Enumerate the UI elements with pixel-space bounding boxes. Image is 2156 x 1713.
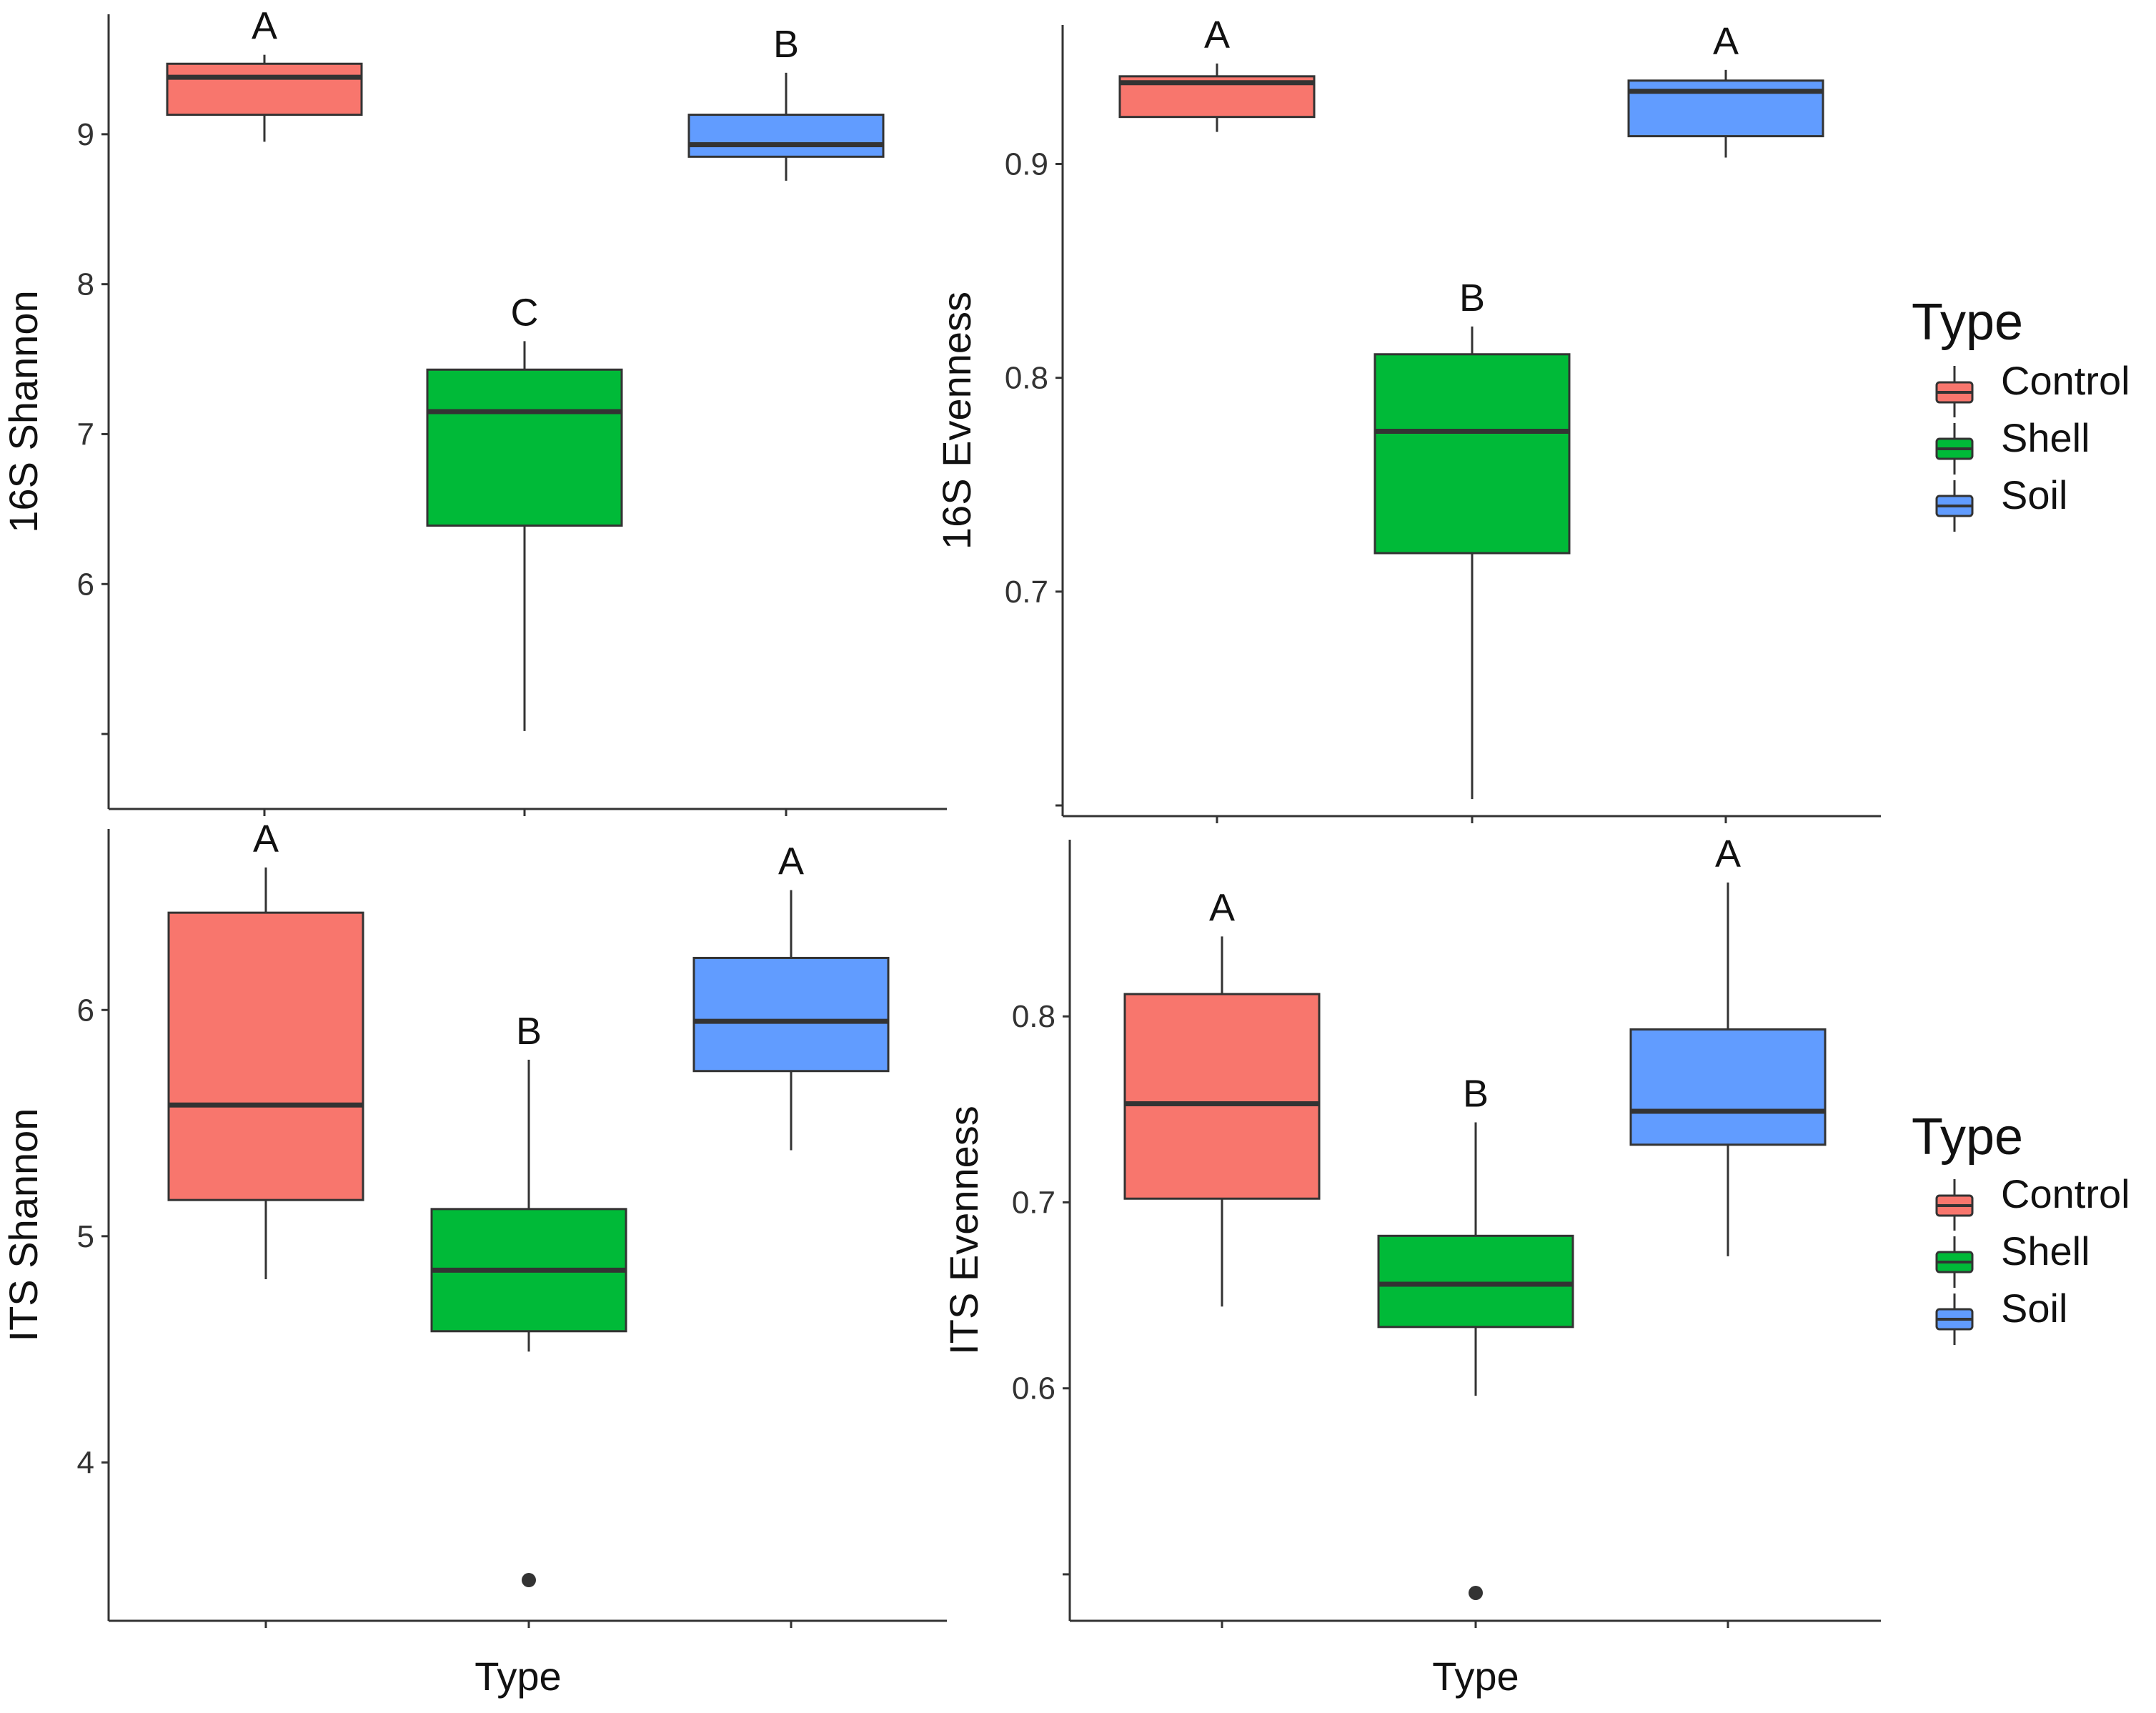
panel-16s-shannon: 6 7 8 9 16S Shannon A C B [1,5,947,816]
legend-title: Type [1912,294,2023,351]
x-axis-title-right: Type [1432,1654,1519,1699]
y-tick-label: 0.7 [1012,1185,1055,1220]
box-control: A [1118,14,1316,132]
y-tick-label: 0.8 [1005,361,1048,396]
legend-title: Type [1912,1108,2023,1166]
legend-label-soil: Soil [2001,1286,2067,1331]
box-soil: A [1627,20,1824,158]
significance-letter: A [1713,20,1739,63]
y-tick-label: 0.7 [1005,575,1048,610]
y-tick-label: 5 [77,1219,94,1254]
significance-letter: B [773,23,799,66]
y-tick-label: 9 [77,117,94,152]
y-tick-label: 0.6 [1012,1371,1055,1406]
significance-letter: A [252,5,277,48]
y-tick-label: 6 [77,567,94,602]
box-soil: B [687,23,885,181]
legend-top: Type Control Shell Soil [1912,294,2130,532]
box-iqr [1123,993,1321,1200]
legend-label-shell: Shell [2001,1228,2090,1273]
significance-letter: A [1715,833,1741,875]
box-iqr [167,911,364,1201]
legend-label-shell: Shell [2001,415,2090,460]
box-control: A [1123,886,1321,1307]
y-tick-label: 6 [77,993,94,1028]
panel-its-evenness: 0.6 0.7 0.8 ITS Evenness A B A [941,833,1881,1628]
box-iqr [166,62,363,116]
y-tick-label: 0.9 [1005,147,1048,182]
box-iqr [1377,1234,1574,1329]
y-tick-label: 0.8 [1012,999,1055,1034]
significance-letter: A [1204,14,1230,56]
legend-item-soil: Soil [1935,1286,2067,1345]
panel-16s-evenness: 0.7 0.8 0.9 16S Evenness A B A [934,14,1881,823]
legend-label-control: Control [2001,1171,2130,1216]
y-tick-label: 8 [77,267,94,302]
legend-item-soil: Soil [1935,472,2067,532]
legend-item-shell: Shell [1935,1228,2090,1288]
significance-letter: B [1463,1073,1489,1116]
box-control: A [167,818,364,1279]
y-tick-label: 7 [77,417,94,452]
box-shell: B [1373,277,1571,800]
legend-item-control: Control [1935,358,2130,417]
box-soil: A [1629,833,1827,1256]
y-axis-title: ITS Evenness [941,1106,986,1355]
legend-label-soil: Soil [2001,472,2067,517]
outlier-point [1469,1585,1483,1600]
significance-letter: A [253,818,279,860]
y-axis-title: 16S Evenness [934,292,979,550]
box-iqr [1629,1028,1827,1146]
legend-bottom: Type Control Shell Soil [1912,1108,2130,1345]
outlier-point [522,1573,536,1588]
box-iqr [687,114,885,158]
box-shell: B [1377,1073,1574,1600]
significance-letter: A [778,840,804,883]
box-iqr [426,368,623,527]
box-control: A [166,5,363,142]
box-shell: C [426,291,623,731]
legend-item-shell: Shell [1935,415,2090,475]
significance-letter: C [511,291,539,334]
box-soil: A [692,840,890,1151]
y-axis-title: ITS Shannon [1,1108,46,1342]
y-axis-title: 16S Shannon [1,290,46,532]
panel-its-shannon: 4 5 6 ITS Shannon A B A [1,818,947,1628]
significance-letter: B [1459,277,1485,319]
significance-letter: B [516,1010,542,1053]
y-tick-label: 4 [77,1445,94,1480]
box-iqr [692,956,890,1073]
legend-item-control: Control [1935,1171,2130,1231]
significance-letter: A [1209,886,1235,929]
box-shell: B [430,1010,627,1588]
legend-label-control: Control [2001,358,2130,403]
box-iqr [1373,353,1571,555]
x-axis-title-left: Type [475,1654,561,1699]
